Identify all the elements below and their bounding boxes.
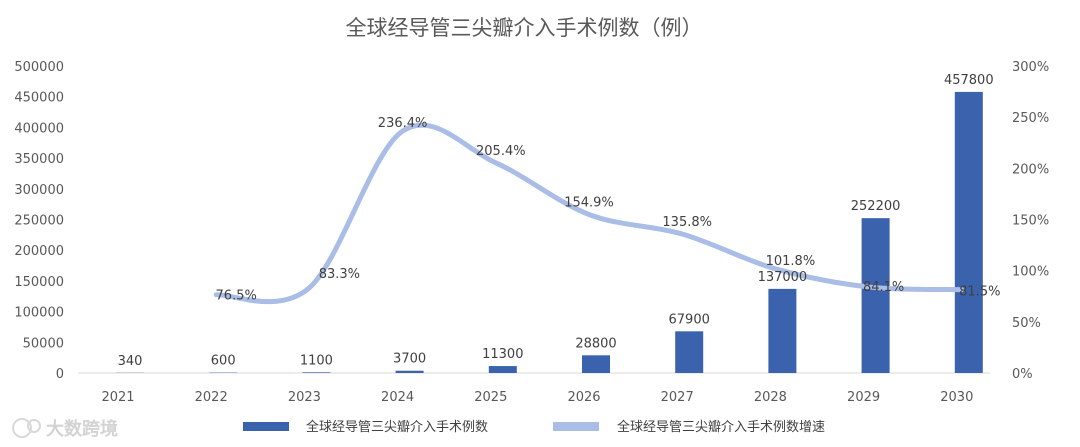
right-tick-label: 100% — [1012, 265, 1049, 280]
bar-data-label: 3700 — [393, 352, 426, 367]
x-tick-label: 2027 — [661, 390, 694, 405]
bar-data-label: 600 — [211, 354, 236, 369]
line-series — [213, 122, 965, 305]
right-tick-label: 150% — [1012, 214, 1049, 229]
line-data-label: 135.8% — [662, 215, 712, 230]
line-data-label: 83.3% — [319, 267, 360, 282]
bar-data-label: 340 — [118, 354, 143, 369]
x-tick-label: 2024 — [381, 390, 414, 405]
right-tick-label: 300% — [1012, 60, 1049, 75]
x-tick-label: 2029 — [847, 390, 880, 405]
bar-data-label: 457800 — [944, 73, 994, 88]
legend-bar-swatch — [243, 422, 289, 431]
left-tick-label: 100000 — [14, 306, 64, 321]
left-tick-label: 350000 — [14, 152, 64, 167]
line-data-label: 84.1% — [863, 280, 904, 295]
x-tick-label: 2026 — [567, 390, 600, 405]
line-data-label: 76.5% — [216, 289, 257, 304]
bar-data-label: 252200 — [851, 199, 901, 214]
line-data-label: 236.4% — [378, 116, 428, 131]
left-tick-label: 0 — [56, 367, 64, 382]
watermark-logo-icon — [12, 418, 32, 438]
bar-data-label: 1100 — [300, 353, 333, 368]
left-tick-label: 200000 — [14, 244, 64, 259]
line-data-label: 205.4% — [476, 144, 526, 159]
left-tick-label: 50000 — [23, 336, 64, 351]
growth-line — [213, 122, 965, 305]
watermark-logo-icon-inner — [27, 419, 41, 433]
x-axis-ticks: 2021 2022 2023 2024 2025 2026 2027 2028 2029 2030 — [101, 390, 973, 405]
bar-data-label: 28800 — [575, 336, 616, 351]
x-tick-label: 2021 — [101, 390, 134, 405]
legend-line-swatch — [553, 422, 599, 431]
bar-data-label: 11300 — [482, 347, 523, 362]
bar — [488, 366, 517, 373]
right-tick-label: 200% — [1012, 162, 1049, 177]
bar — [954, 91, 983, 373]
left-tick-label: 250000 — [14, 214, 64, 229]
right-axis-ticks: 0% 50% 100% 150% 200% 250% 300% — [1012, 60, 1049, 382]
right-tick-label: 250% — [1012, 111, 1049, 126]
legend-line-label: 全球经导管三尖瓣介入手术例数增速 — [617, 419, 825, 435]
bar-data-label: 137000 — [758, 270, 808, 285]
watermark: 大数跨境 — [12, 418, 118, 440]
bar-data-label: 67900 — [669, 312, 710, 327]
x-tick-label: 2030 — [940, 390, 973, 405]
bar — [861, 218, 890, 373]
left-tick-label: 150000 — [14, 275, 64, 290]
bar — [768, 288, 797, 373]
right-tick-label: 0% — [1012, 367, 1033, 382]
right-tick-label: 50% — [1012, 316, 1041, 331]
line-data-label: 154.9% — [564, 195, 614, 210]
x-tick-label: 2025 — [474, 390, 507, 405]
line-data-label: 81.5% — [959, 285, 1000, 300]
watermark-text: 大数跨境 — [46, 418, 118, 440]
x-tick-label: 2023 — [288, 390, 321, 405]
bar — [675, 331, 704, 373]
bar-series — [116, 91, 983, 373]
left-tick-label: 300000 — [14, 183, 64, 198]
x-tick-label: 2022 — [195, 390, 228, 405]
bar — [395, 370, 424, 373]
chart-title: 全球经导管三尖瓣介入手术例数（例） — [346, 16, 703, 40]
legend-bar-label: 全球经导管三尖瓣介入手术例数 — [306, 419, 488, 435]
left-axis-ticks: 0 50000 100000 150000 200000 250000 300000 3500… — [14, 60, 64, 382]
bar — [302, 372, 331, 373]
left-tick-label: 450000 — [14, 91, 64, 106]
line-data-label: 101.8% — [766, 254, 816, 269]
legend: 全球经导管三尖瓣介入手术例数 全球经导管三尖瓣介入手术例数增速 — [243, 419, 825, 435]
bar — [582, 355, 610, 373]
line-data-labels: 76.5% 83.3% 236.4% 205.4% 154.9% 135.8% 101.8%… — [216, 116, 1001, 304]
x-tick-label: 2028 — [754, 390, 787, 405]
left-tick-label: 500000 — [14, 60, 64, 75]
bar-data-labels: 340 600 1100 3700 11300 28800 67900 137000 25220… — [118, 73, 994, 369]
left-tick-label: 400000 — [14, 121, 64, 136]
